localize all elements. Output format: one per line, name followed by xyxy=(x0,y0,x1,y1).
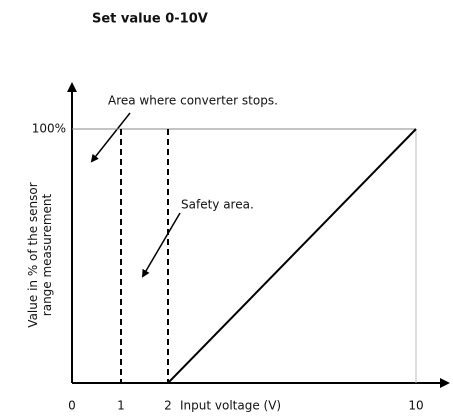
annotation-arrow xyxy=(141,212,181,278)
annotation: Area where converter stops. xyxy=(108,94,278,108)
y-axis-label-line: range measurement xyxy=(40,193,54,316)
x-tick-label: 10 xyxy=(408,399,423,413)
x-tick-label: 1 xyxy=(117,399,125,413)
x-tick-label: 2 xyxy=(164,399,172,413)
x-axis-label: Input voltage (V) xyxy=(180,399,281,413)
series-line xyxy=(167,128,417,384)
y-axis-label-line: Value in % of the sensor xyxy=(26,182,40,327)
annotation: Safety area. xyxy=(181,198,254,212)
chart-title: Set value 0-10V xyxy=(92,12,208,27)
y-axis-label: Value in % of the sensorrange measuremen… xyxy=(26,182,54,327)
annotation-arrow xyxy=(90,112,131,163)
y-tick-label: 100% xyxy=(32,122,66,136)
x-tick-label: 0 xyxy=(68,399,76,413)
